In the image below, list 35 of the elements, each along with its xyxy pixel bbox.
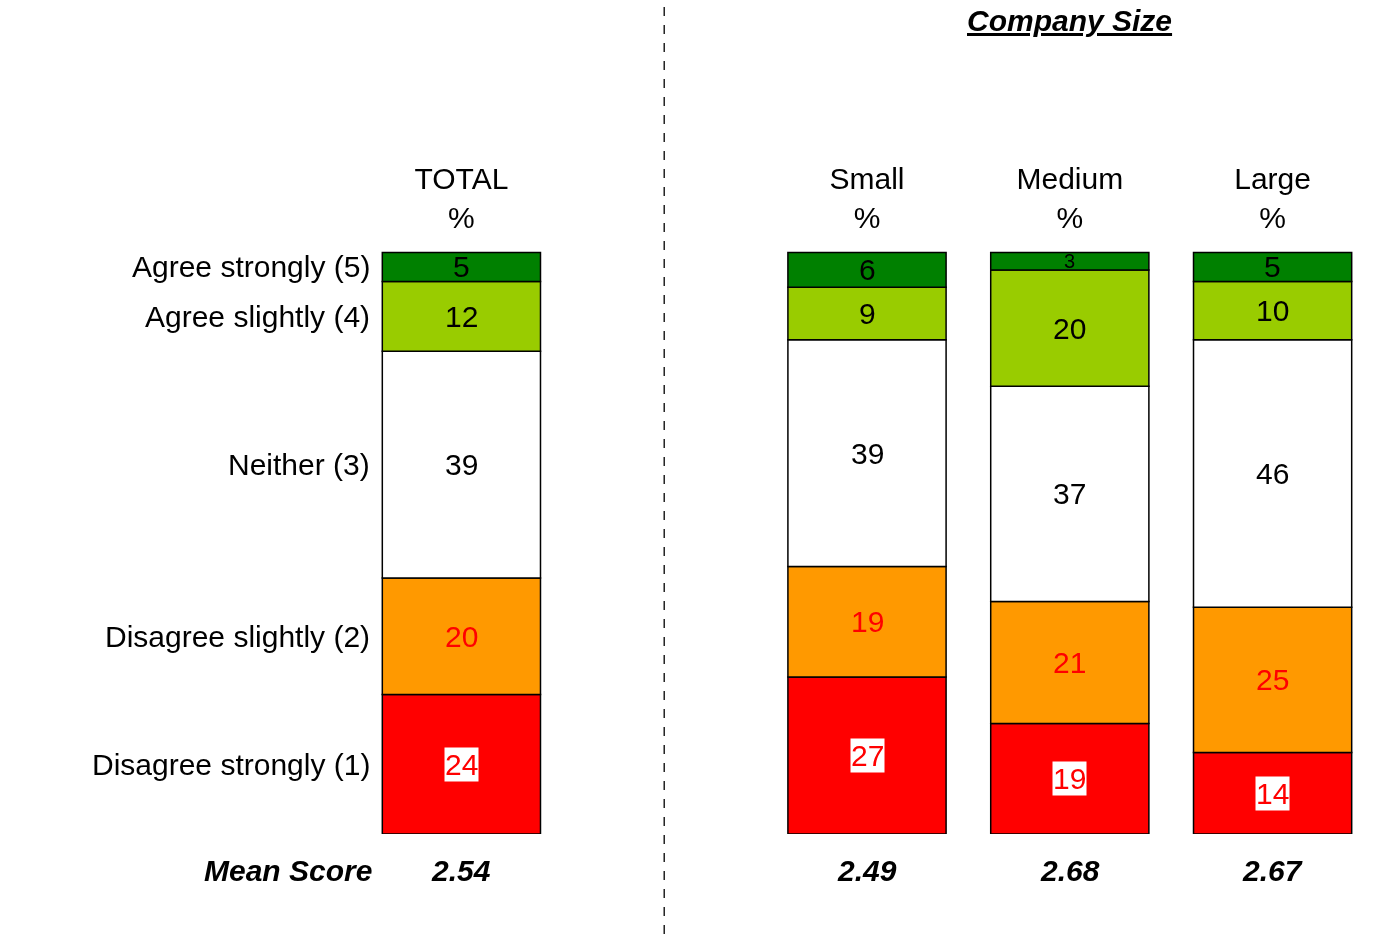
data-label: 19: [1053, 762, 1087, 795]
data-label: 20: [1053, 312, 1087, 345]
data-label: 12: [445, 300, 479, 333]
x-tick-label: Medium %: [1016, 162, 1124, 234]
data-label: 10: [1256, 294, 1290, 327]
text: Mean Score: [204, 854, 373, 887]
data-label: 39: [445, 448, 479, 481]
x-tick-label: Small %: [829, 162, 905, 234]
data-label: 14: [1256, 777, 1290, 810]
series-label: Neither (3): [228, 448, 370, 481]
data-label: 5: [453, 250, 470, 283]
x-tick-label: Large %: [1234, 162, 1311, 234]
text: 2.68: [1040, 854, 1100, 887]
data-label: 9: [859, 297, 876, 330]
series-label: Disagree slightly (2): [105, 620, 371, 653]
data-label: 25: [1256, 663, 1290, 696]
data-label: 3: [1064, 250, 1076, 272]
data-label: 24: [445, 748, 479, 781]
data-label: 37: [1053, 477, 1087, 510]
data-label: 27: [851, 739, 885, 772]
data-label: 46: [1256, 457, 1290, 490]
data-label: 19: [851, 605, 885, 638]
data-label: 20: [445, 620, 479, 653]
series-label: Agree slightly (4): [145, 300, 371, 333]
data-label: 39: [851, 437, 885, 470]
text: 2.49: [837, 854, 897, 887]
data-label: 21: [1053, 646, 1087, 679]
x-tick-label: TOTAL %: [414, 162, 509, 234]
text: 2.54: [431, 854, 491, 887]
series-label: Agree strongly (5): [132, 250, 371, 283]
text: 2.67: [1242, 854, 1303, 887]
series-label: Disagree strongly (1): [92, 748, 371, 781]
data-label: 5: [1264, 250, 1281, 283]
data-label: 6: [859, 253, 876, 286]
text: Company Size: [967, 4, 1173, 37]
